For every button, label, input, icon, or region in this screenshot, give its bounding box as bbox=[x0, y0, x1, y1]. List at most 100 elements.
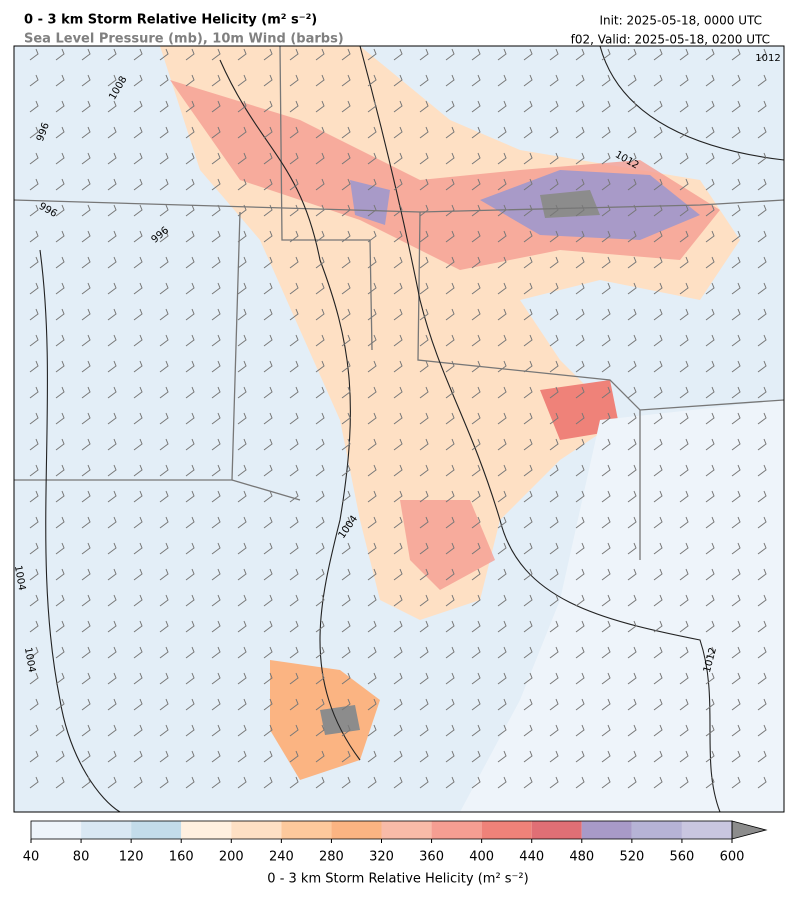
wind-barb bbox=[575, 100, 585, 113]
helicity-region bbox=[320, 705, 360, 735]
wind-barb bbox=[627, 698, 637, 711]
wind-barb bbox=[315, 672, 325, 685]
wind-barb bbox=[393, 412, 403, 425]
wind-barb bbox=[237, 256, 247, 269]
wind-barb bbox=[497, 698, 507, 711]
wind-barb bbox=[419, 750, 429, 763]
wind-barb bbox=[549, 646, 559, 659]
wind-barb bbox=[653, 256, 663, 269]
wind-barb bbox=[393, 620, 403, 633]
wind-barb bbox=[133, 750, 143, 763]
wind-barb bbox=[263, 100, 273, 113]
wind-barb bbox=[627, 334, 637, 347]
wind-barb bbox=[601, 672, 611, 685]
wind-barb bbox=[237, 464, 247, 477]
wind-barb bbox=[757, 74, 767, 87]
wind-barb bbox=[185, 776, 195, 789]
wind-barb bbox=[55, 620, 65, 633]
colorbar-bin bbox=[531, 821, 582, 839]
contour-label: 1004 bbox=[12, 565, 27, 592]
wind-barb bbox=[471, 464, 481, 477]
wind-barb bbox=[185, 308, 195, 321]
wind-barb bbox=[263, 542, 273, 555]
wind-barb bbox=[81, 438, 91, 451]
wind-barb bbox=[601, 230, 611, 243]
wind-barb bbox=[133, 542, 143, 555]
wind-barb bbox=[445, 282, 455, 295]
wind-barb bbox=[289, 542, 299, 555]
wind-barb bbox=[107, 750, 117, 763]
wind-barb bbox=[107, 568, 117, 581]
wind-barb bbox=[393, 464, 403, 477]
wind-barb bbox=[211, 230, 221, 243]
wind-barb bbox=[497, 672, 507, 685]
wind-barb bbox=[133, 386, 143, 399]
wind-barb bbox=[263, 412, 273, 425]
state-borders bbox=[14, 46, 784, 560]
wind-barb bbox=[731, 204, 741, 217]
wind-barb bbox=[679, 438, 689, 451]
wind-barb bbox=[549, 568, 559, 581]
colorbar-extend bbox=[731, 820, 768, 840]
wind-barb bbox=[107, 230, 117, 243]
wind-barb bbox=[263, 308, 273, 321]
wind-barb bbox=[731, 594, 741, 607]
colorbar-tick-label: 240 bbox=[269, 850, 294, 865]
wind-barb bbox=[289, 646, 299, 659]
wind-barb bbox=[679, 178, 689, 191]
wind-barb bbox=[211, 698, 221, 711]
wind-barb bbox=[81, 74, 91, 87]
wind-barb bbox=[549, 230, 559, 243]
wind-barb bbox=[653, 620, 663, 633]
wind-barb bbox=[757, 724, 767, 737]
wind-barb bbox=[159, 776, 169, 789]
wind-barb bbox=[653, 204, 663, 217]
wind-barb bbox=[289, 620, 299, 633]
wind-barb bbox=[627, 438, 637, 451]
wind-barb bbox=[549, 386, 559, 399]
wind-barb bbox=[159, 438, 169, 451]
wind-barb bbox=[497, 386, 507, 399]
colorbar-bin bbox=[81, 821, 132, 839]
wind-barb bbox=[185, 126, 195, 139]
wind-barb bbox=[549, 594, 559, 607]
wind-barb bbox=[107, 360, 117, 373]
wind-barb bbox=[55, 568, 65, 581]
wind-barb bbox=[393, 334, 403, 347]
wind-barb bbox=[757, 490, 767, 503]
wind-barb bbox=[341, 542, 351, 555]
wind-barb bbox=[497, 568, 507, 581]
map-frame bbox=[13, 45, 785, 813]
wind-barb bbox=[263, 230, 273, 243]
wind-barb bbox=[523, 646, 533, 659]
wind-barb bbox=[289, 776, 299, 789]
wind-barb bbox=[107, 178, 117, 191]
wind-barb bbox=[471, 256, 481, 269]
wind-barb bbox=[393, 204, 403, 217]
wind-barb bbox=[549, 152, 559, 165]
wind-barb bbox=[185, 750, 195, 763]
wind-barb bbox=[29, 100, 39, 113]
wind-barb bbox=[679, 776, 689, 789]
wind-barb bbox=[341, 568, 351, 581]
wind-barb bbox=[289, 152, 299, 165]
wind-barb bbox=[185, 204, 195, 217]
valid-time: f02, Valid: 2025-05-18, 0200 UTC bbox=[571, 33, 770, 47]
wind-barb bbox=[757, 646, 767, 659]
wind-barb bbox=[731, 516, 741, 529]
wind-barb bbox=[601, 360, 611, 373]
wind-barb bbox=[107, 74, 117, 87]
wind-barb bbox=[159, 282, 169, 295]
wind-barb bbox=[367, 724, 377, 737]
wind-barb bbox=[757, 672, 767, 685]
wind-barb bbox=[367, 256, 377, 269]
wind-barb bbox=[523, 48, 533, 61]
wind-barb bbox=[315, 204, 325, 217]
wind-barb bbox=[731, 360, 741, 373]
wind-barb bbox=[705, 152, 715, 165]
wind-barb bbox=[419, 152, 429, 165]
wind-barb bbox=[81, 724, 91, 737]
wind-barb bbox=[159, 126, 169, 139]
wind-barb bbox=[601, 750, 611, 763]
wind-barb bbox=[185, 516, 195, 529]
